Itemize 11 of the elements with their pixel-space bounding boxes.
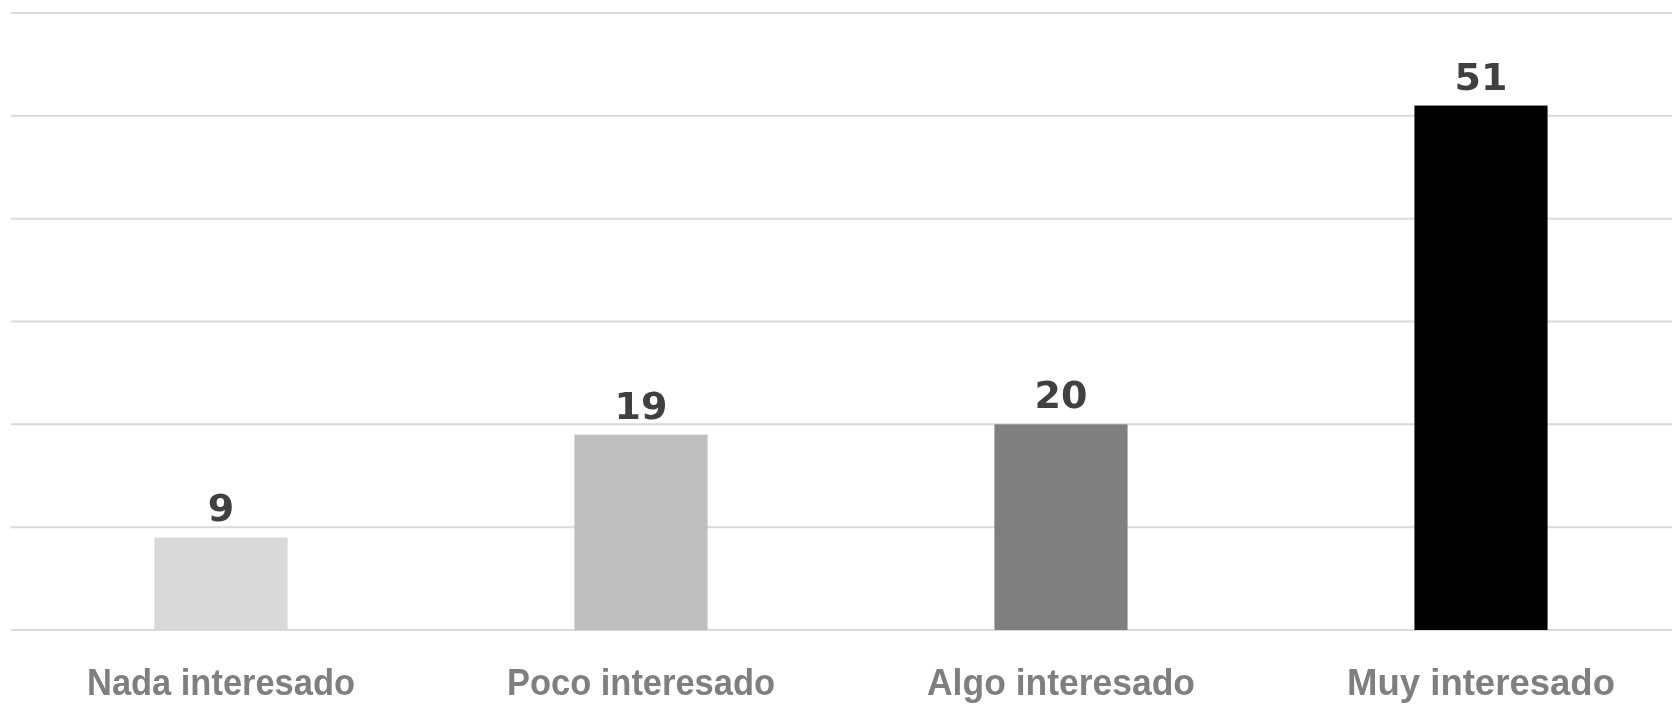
data-label: 19 — [614, 383, 668, 428]
data-label: 51 — [1454, 54, 1508, 99]
data-label: 20 — [1034, 373, 1088, 418]
data-label: 9 — [207, 486, 235, 531]
bar — [574, 434, 708, 630]
bar — [994, 424, 1128, 630]
x-tick-label: Algo interesado — [927, 662, 1200, 703]
x-tick-label: Nada interesado — [87, 662, 368, 703]
x-tick-label: Poco interesado — [507, 662, 788, 703]
x-tick-label: Muy interesado — [1347, 662, 1615, 703]
bar — [1414, 105, 1548, 630]
